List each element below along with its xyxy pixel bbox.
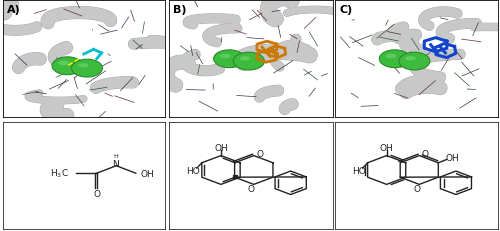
Text: OH: OH bbox=[380, 143, 394, 152]
Text: OH: OH bbox=[446, 154, 459, 163]
Text: B): B) bbox=[174, 5, 187, 15]
Text: $\mathregular{\overset{H}{N}}$: $\mathregular{\overset{H}{N}}$ bbox=[112, 151, 120, 169]
Text: O: O bbox=[256, 149, 263, 158]
Text: HO: HO bbox=[186, 167, 200, 176]
Ellipse shape bbox=[52, 58, 83, 75]
Ellipse shape bbox=[214, 51, 245, 68]
Ellipse shape bbox=[405, 57, 416, 61]
Text: O: O bbox=[248, 184, 255, 193]
Text: O: O bbox=[93, 189, 100, 198]
Ellipse shape bbox=[234, 53, 264, 71]
Ellipse shape bbox=[399, 53, 430, 71]
Text: A): A) bbox=[8, 5, 21, 15]
Text: O: O bbox=[414, 184, 420, 193]
Text: H$_3$C: H$_3$C bbox=[50, 167, 69, 180]
Ellipse shape bbox=[72, 60, 102, 78]
Ellipse shape bbox=[380, 51, 410, 68]
Ellipse shape bbox=[220, 55, 230, 59]
Text: O: O bbox=[422, 149, 428, 158]
Ellipse shape bbox=[386, 55, 396, 59]
Ellipse shape bbox=[78, 64, 88, 68]
Ellipse shape bbox=[240, 57, 250, 61]
Text: OH: OH bbox=[214, 143, 228, 152]
Ellipse shape bbox=[58, 61, 69, 66]
Text: HO: HO bbox=[352, 167, 366, 176]
Text: OH: OH bbox=[140, 169, 154, 178]
Text: C): C) bbox=[340, 5, 352, 15]
